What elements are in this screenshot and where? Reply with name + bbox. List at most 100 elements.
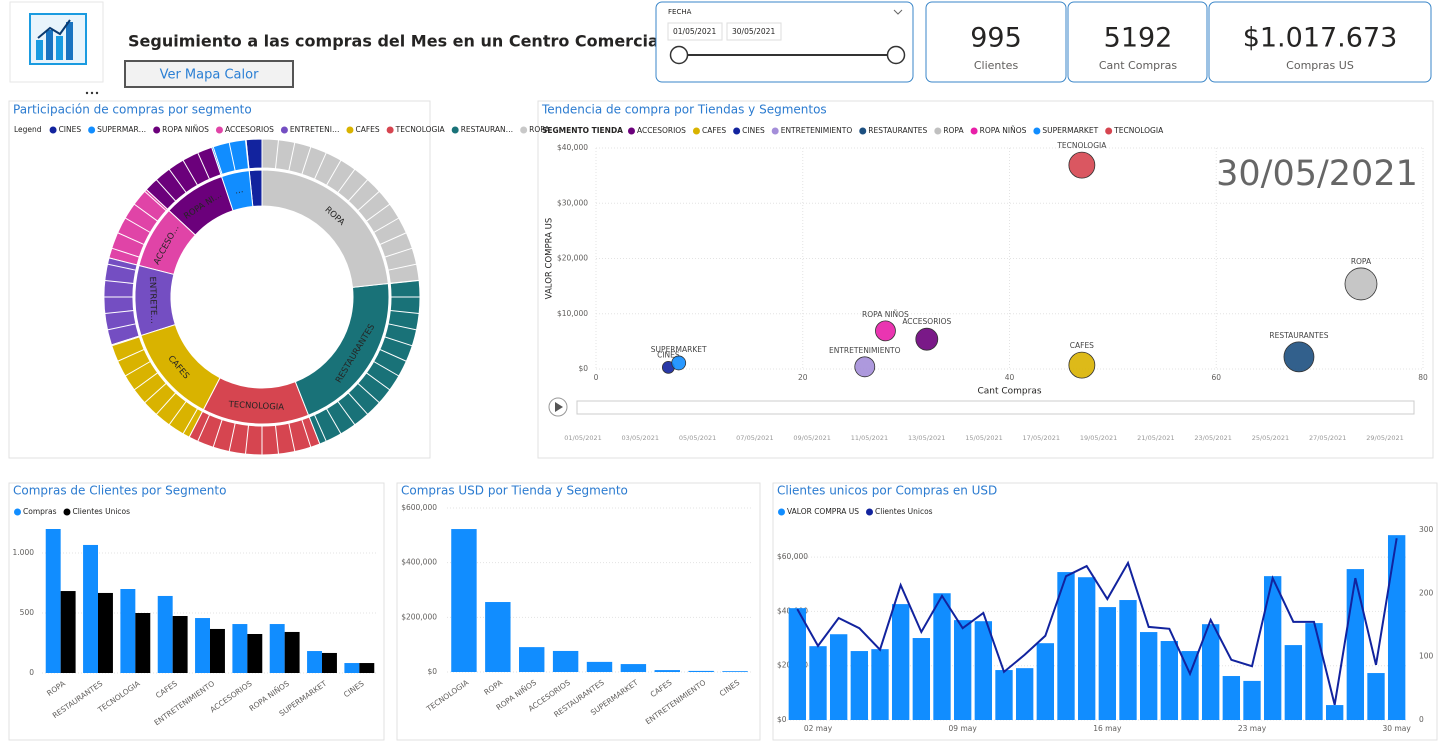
timeline-label: 03/05/2021 [622, 434, 659, 442]
legend-swatch [778, 508, 785, 516]
bar [1243, 680, 1261, 720]
y-tick-label: $30,000 [557, 198, 588, 207]
legend-label: VALOR COMPRA US [787, 507, 859, 516]
bubble-label: ACCESORIOS [902, 317, 951, 326]
ring-divider [244, 139, 250, 169]
bar [135, 613, 151, 673]
ring-divider [326, 408, 342, 435]
bar [120, 589, 136, 673]
bar [933, 593, 951, 720]
button-label[interactable]: Ver Mapa Calor [160, 68, 260, 83]
bubble-label: SUPERMARKET [651, 345, 707, 354]
legend-label: ACCESORIOS [637, 126, 686, 135]
bar [485, 602, 511, 672]
y-tick-label: $60,000 [777, 552, 808, 561]
ring-divider [301, 419, 312, 448]
legend-label: ROPA NIÑOS [162, 125, 209, 134]
timeline-label: 15/05/2021 [965, 434, 1002, 442]
slider-start-handle[interactable] [669, 45, 689, 65]
ring-divider [182, 408, 198, 435]
play-icon[interactable] [555, 402, 563, 412]
legend-label: ENTRETENIMIENTO [781, 126, 853, 135]
slider-end-handle[interactable] [886, 45, 906, 65]
start-date-box[interactable] [667, 22, 723, 41]
y-tick-label: 300 [1419, 525, 1434, 534]
y-tick-label: 200 [1419, 588, 1434, 597]
legend-swatch [1033, 127, 1041, 135]
bar [1325, 705, 1344, 720]
logo [29, 13, 87, 65]
bar [974, 621, 993, 720]
x-tick-label: 40 [1005, 373, 1015, 382]
bar [1284, 645, 1303, 720]
timeline-label: 07/05/2021 [736, 434, 773, 442]
legend-swatch [280, 126, 288, 134]
ring-divider [373, 217, 400, 233]
bar [1263, 576, 1282, 720]
y-tick-label: 1.000 [13, 548, 35, 557]
bar [322, 652, 337, 673]
ring-divider [357, 382, 380, 404]
ring-divider [244, 425, 250, 455]
timeline-label: 13/05/2021 [908, 434, 945, 442]
legend-swatch [153, 126, 161, 134]
panel [537, 100, 1434, 459]
end-date-box[interactable] [726, 22, 782, 41]
kpi-label: Compras US [1286, 59, 1354, 72]
x-axis-label: Cant Compras [977, 387, 1041, 397]
x-tick-label: 0 [594, 373, 599, 382]
ring-divider [337, 401, 356, 426]
slicer-chevron[interactable] [893, 9, 903, 15]
bar [1222, 676, 1241, 720]
bar [210, 628, 225, 673]
ring-divider [144, 382, 167, 404]
ring-divider [337, 168, 356, 193]
chart-title: Participación de compras por segmento [13, 103, 252, 117]
bar [60, 591, 76, 673]
bar [722, 671, 748, 672]
ring-divider [182, 159, 198, 186]
bubble-label: CINES [657, 350, 680, 359]
ring-divider [124, 217, 151, 233]
legend-label: SUPERMARKET [1042, 126, 1098, 135]
bar [1057, 572, 1075, 720]
legend-swatch [14, 508, 21, 516]
legend-swatch [520, 126, 528, 134]
bar [519, 647, 545, 672]
bar [1098, 607, 1117, 720]
date-slicer [655, 1, 914, 83]
legend-swatch [49, 126, 57, 134]
end-date[interactable]: 30/05/2021 [732, 27, 775, 36]
ring-divider [326, 159, 342, 186]
bubble [1068, 151, 1096, 179]
bar [586, 661, 613, 672]
heatmap-button[interactable]: Ver Mapa Calor [124, 60, 294, 88]
segment-label: … [234, 185, 244, 197]
ring-divider [384, 247, 413, 258]
ring-divider [117, 232, 145, 245]
legend-swatch [346, 126, 354, 134]
more-options[interactable] [85, 91, 99, 95]
start-date[interactable]: 01/05/2021 [673, 27, 716, 36]
legend-label: ROPA NIÑOS [980, 126, 1027, 135]
bar [829, 634, 848, 720]
bar [45, 529, 61, 673]
ring-divider [388, 263, 417, 271]
y-tick-label: 100 [1419, 652, 1434, 661]
timeline-label: 01/05/2021 [564, 434, 601, 442]
y-tick-label: 0 [1419, 715, 1424, 724]
timeline-track[interactable] [576, 400, 1415, 415]
timeline-label: 09/05/2021 [793, 434, 830, 442]
y-tick-label: $600,000 [401, 503, 437, 512]
ring-divider [366, 372, 391, 391]
legend-label: RESTAURAN… [461, 125, 513, 134]
bar [1139, 632, 1158, 720]
legend-label: TECNOLOGIA [1113, 126, 1164, 135]
legend-label: SUPERMAR… [97, 125, 146, 134]
bar [850, 651, 869, 720]
bubble-label: ROPA [1351, 257, 1372, 266]
bar [232, 624, 248, 673]
bar [1181, 651, 1199, 720]
bar [1160, 641, 1179, 720]
